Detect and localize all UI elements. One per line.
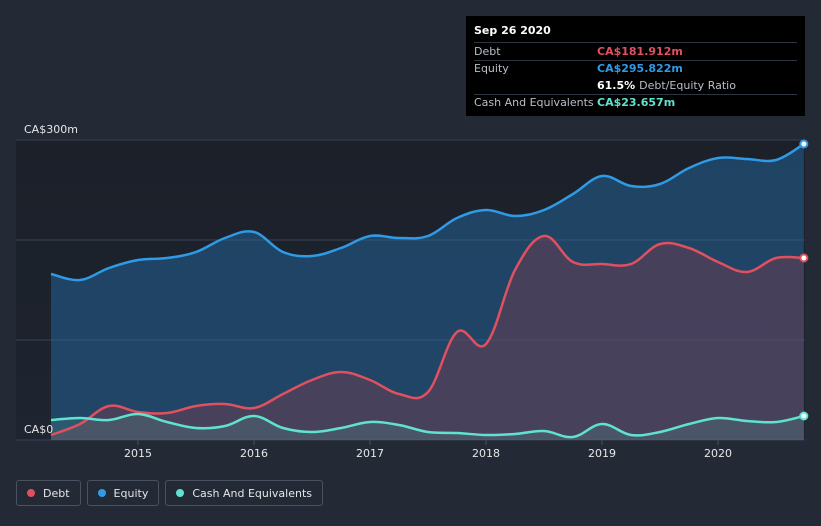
tooltip-debt-value: CA$181.912m <box>597 44 683 58</box>
cash-and-equivalents-endpoint <box>799 411 809 421</box>
legend-item-debt[interactable]: Debt <box>16 480 81 506</box>
tooltip-cash-value: CA$23.657m <box>597 96 676 110</box>
tooltip-row-debt: Debt CA$181.912m <box>474 42 797 60</box>
legend-item-equity[interactable]: Equity <box>86 480 160 506</box>
series-endpoints <box>799 139 809 421</box>
legend-item-cash[interactable]: Cash And Equivalents <box>165 480 323 506</box>
tooltip-ratio-value: 61.5% <box>597 78 636 92</box>
equity-area <box>51 144 804 440</box>
x-tick-label: 2019 <box>588 447 616 460</box>
equity-line <box>50 142 805 282</box>
tooltip-row-equity: Equity CA$295.822m <box>474 59 797 78</box>
tooltip-cash-label: Cash And Equivalents <box>474 96 594 110</box>
debt-area <box>51 235 804 440</box>
tooltip-ratio-label: Debt/Equity Ratio <box>639 78 736 92</box>
tooltip-row-cash: Cash And Equivalents CA$23.657m <box>474 93 797 112</box>
x-tick-label: 2017 <box>356 447 384 460</box>
debt-endpoint <box>799 253 809 263</box>
x-tick-label: 2015 <box>124 447 152 460</box>
debt-dot-icon <box>27 489 35 497</box>
equity-dot-icon <box>97 489 106 497</box>
y-tick-label: CA$0 <box>24 423 53 436</box>
plot-area <box>16 140 805 440</box>
debt-line <box>50 234 804 437</box>
y-tick-label: CA$300m <box>24 123 78 136</box>
legend-debt-label: Debt <box>43 486 70 500</box>
tooltip-debt-label: Debt <box>474 44 501 58</box>
series-lines <box>50 142 805 439</box>
x-axis-labels: 2015 2016 2017 2018 2019 2020 <box>124 440 732 460</box>
cash-and-equivalents-line <box>50 412 805 439</box>
tooltip-equity-value: CA$295.822m <box>597 62 683 76</box>
equity-endpoint <box>799 139 809 149</box>
tooltip-date: Sep 26 2020 <box>474 24 551 37</box>
tooltip-row-ratio: 61.5% Debt/Equity Ratio <box>474 77 797 94</box>
x-tick-label: 2018 <box>472 447 500 460</box>
tooltip-equity-label: Equity <box>474 62 509 76</box>
cash-dot-icon <box>176 489 185 497</box>
chart-legend: Debt Equity Cash And Equivalents <box>16 480 323 506</box>
legend-cash-label: Cash And Equivalents <box>192 486 312 500</box>
gridlines <box>16 139 805 441</box>
x-tick-label: 2016 <box>240 447 268 460</box>
legend-equity-label: Equity <box>113 486 149 500</box>
y-axis-labels: CA$300m CA$0 <box>24 123 78 436</box>
x-tick-label: 2020 <box>704 447 732 460</box>
hover-tooltip: Sep 26 2020 Debt CA$181.912m Equity CA$2… <box>466 16 805 116</box>
